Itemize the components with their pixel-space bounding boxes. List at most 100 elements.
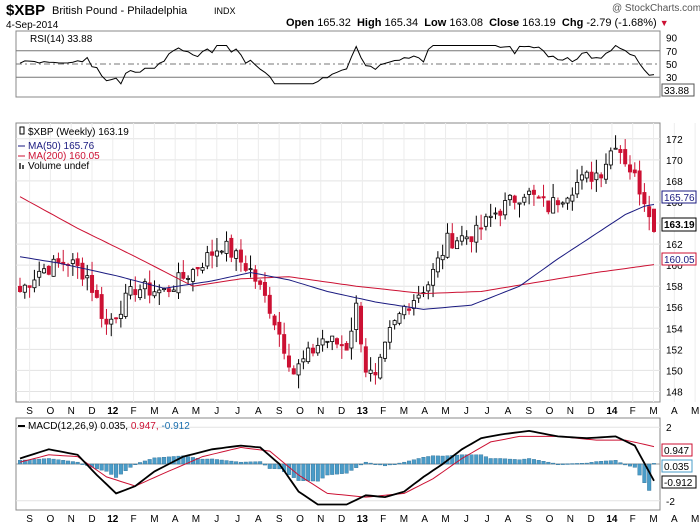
candle-body xyxy=(123,292,128,317)
price-tick-label: 154 xyxy=(666,324,683,335)
macd-tick-label: -2 xyxy=(666,497,675,508)
candle-body xyxy=(27,285,32,288)
candle-body xyxy=(551,197,556,214)
candle-legend-icon xyxy=(19,126,25,135)
x-tick-label: A xyxy=(505,514,512,525)
candle-body xyxy=(637,170,642,195)
candle-body xyxy=(282,334,287,354)
x-tick-label: N xyxy=(567,514,574,525)
candle-body xyxy=(546,200,551,213)
macd-histogram-bar xyxy=(104,463,109,472)
macd-histogram-bar xyxy=(61,460,66,465)
candle-body xyxy=(238,249,243,263)
candle-body xyxy=(37,270,42,278)
macd-histogram-bar xyxy=(541,461,546,465)
candle-body xyxy=(589,171,594,182)
macd-histogram-bar xyxy=(70,461,75,465)
macd-signal-line xyxy=(19,435,655,498)
macd-histogram-bar xyxy=(378,463,383,466)
candle-body xyxy=(349,330,354,349)
x-tick-label: O xyxy=(47,514,55,525)
rsi-badge-box xyxy=(661,83,695,97)
candle-body xyxy=(613,147,618,150)
x-tick-label: J xyxy=(214,514,219,525)
candle-body xyxy=(277,321,282,335)
price-tick-label: 168 xyxy=(666,177,683,188)
x-tick-label: 13 xyxy=(357,514,369,525)
candle-body xyxy=(17,285,22,293)
macd-histogram-bar xyxy=(248,461,253,465)
candle-body xyxy=(527,190,532,195)
macd-histogram-bar xyxy=(652,463,657,465)
x-tick-label: J xyxy=(485,514,490,525)
macd-histogram-bar xyxy=(397,462,402,465)
x-tick-label: M xyxy=(649,406,657,417)
candle-body xyxy=(440,254,445,261)
candle-body xyxy=(248,268,253,271)
macd-histogram-bar xyxy=(584,462,589,465)
macd-legend-v1: 0.035, xyxy=(100,421,128,432)
macd-legend: MACD(12,26,9) 0.035, 0.947, -0.912 xyxy=(18,421,190,432)
candle-body xyxy=(315,345,320,354)
macd-histogram-bar xyxy=(138,462,143,465)
x-tick-label: M xyxy=(150,514,158,525)
candle-body xyxy=(387,327,392,343)
candle-body xyxy=(181,272,186,279)
x-tick-label: S xyxy=(276,514,283,525)
x-tick-label: O xyxy=(546,514,554,525)
macd-histogram-bar xyxy=(488,458,493,465)
macd-histogram-bar xyxy=(387,463,392,466)
x-tick-label: J xyxy=(235,514,240,525)
rsi-grid xyxy=(16,50,660,78)
macd-histogram-bar xyxy=(479,454,484,465)
candle-body xyxy=(301,358,306,363)
candle-body xyxy=(469,236,474,243)
macd-histogram-bar xyxy=(200,458,205,465)
x-tick-label: O xyxy=(47,406,55,417)
rsi-tick-label: 30 xyxy=(666,73,678,84)
candle-body xyxy=(378,356,383,379)
x-tick-label: O xyxy=(546,406,554,417)
rsi-tick-label: 90 xyxy=(666,34,678,45)
candle-body xyxy=(325,340,330,343)
x-tick-label: M xyxy=(691,406,699,417)
macd-histogram-bar xyxy=(517,459,522,465)
candle-body xyxy=(565,197,570,204)
macd-histogram-bar xyxy=(455,454,460,465)
candle-body xyxy=(483,216,488,227)
price-tick-label: 162 xyxy=(666,240,683,251)
macd-histogram-bar xyxy=(503,458,508,465)
chg-value: -2.79 (-1.68%) xyxy=(586,17,657,29)
x-tick-label: S xyxy=(276,406,283,417)
macd-histogram-bar xyxy=(238,461,243,465)
macd-histogram-bar xyxy=(306,463,311,482)
candle-body xyxy=(133,289,138,296)
candle-body xyxy=(479,227,484,230)
macd-histogram-bar xyxy=(363,461,368,465)
candle-body xyxy=(205,252,210,267)
candle-body xyxy=(320,338,325,346)
macd-histogram-bar xyxy=(507,458,512,465)
macd-histogram-bar xyxy=(99,463,104,471)
x-tick-label: M xyxy=(150,406,158,417)
price-tick-label: 150 xyxy=(666,366,683,377)
x-tick-label: N xyxy=(68,406,75,417)
macd-histogram-bar xyxy=(551,462,556,465)
candle-body xyxy=(517,202,522,205)
volume-legend-icon xyxy=(19,163,21,169)
x-tick-label: D xyxy=(588,514,595,525)
candle-body xyxy=(330,335,335,342)
candle-body xyxy=(445,232,450,258)
candle-body xyxy=(234,250,239,259)
x-tick-label: A xyxy=(505,406,512,417)
macd-histogram-bar xyxy=(565,463,570,465)
ma50-line xyxy=(19,204,655,310)
candle-body xyxy=(431,268,436,286)
candle-body xyxy=(603,163,608,180)
x-tick-label: S xyxy=(26,514,33,525)
candle-body xyxy=(531,189,536,195)
x-tick-label: J xyxy=(235,406,240,417)
candle-body xyxy=(186,278,191,280)
x-tick-label: N xyxy=(567,406,574,417)
x-tick-label: O xyxy=(296,406,304,417)
